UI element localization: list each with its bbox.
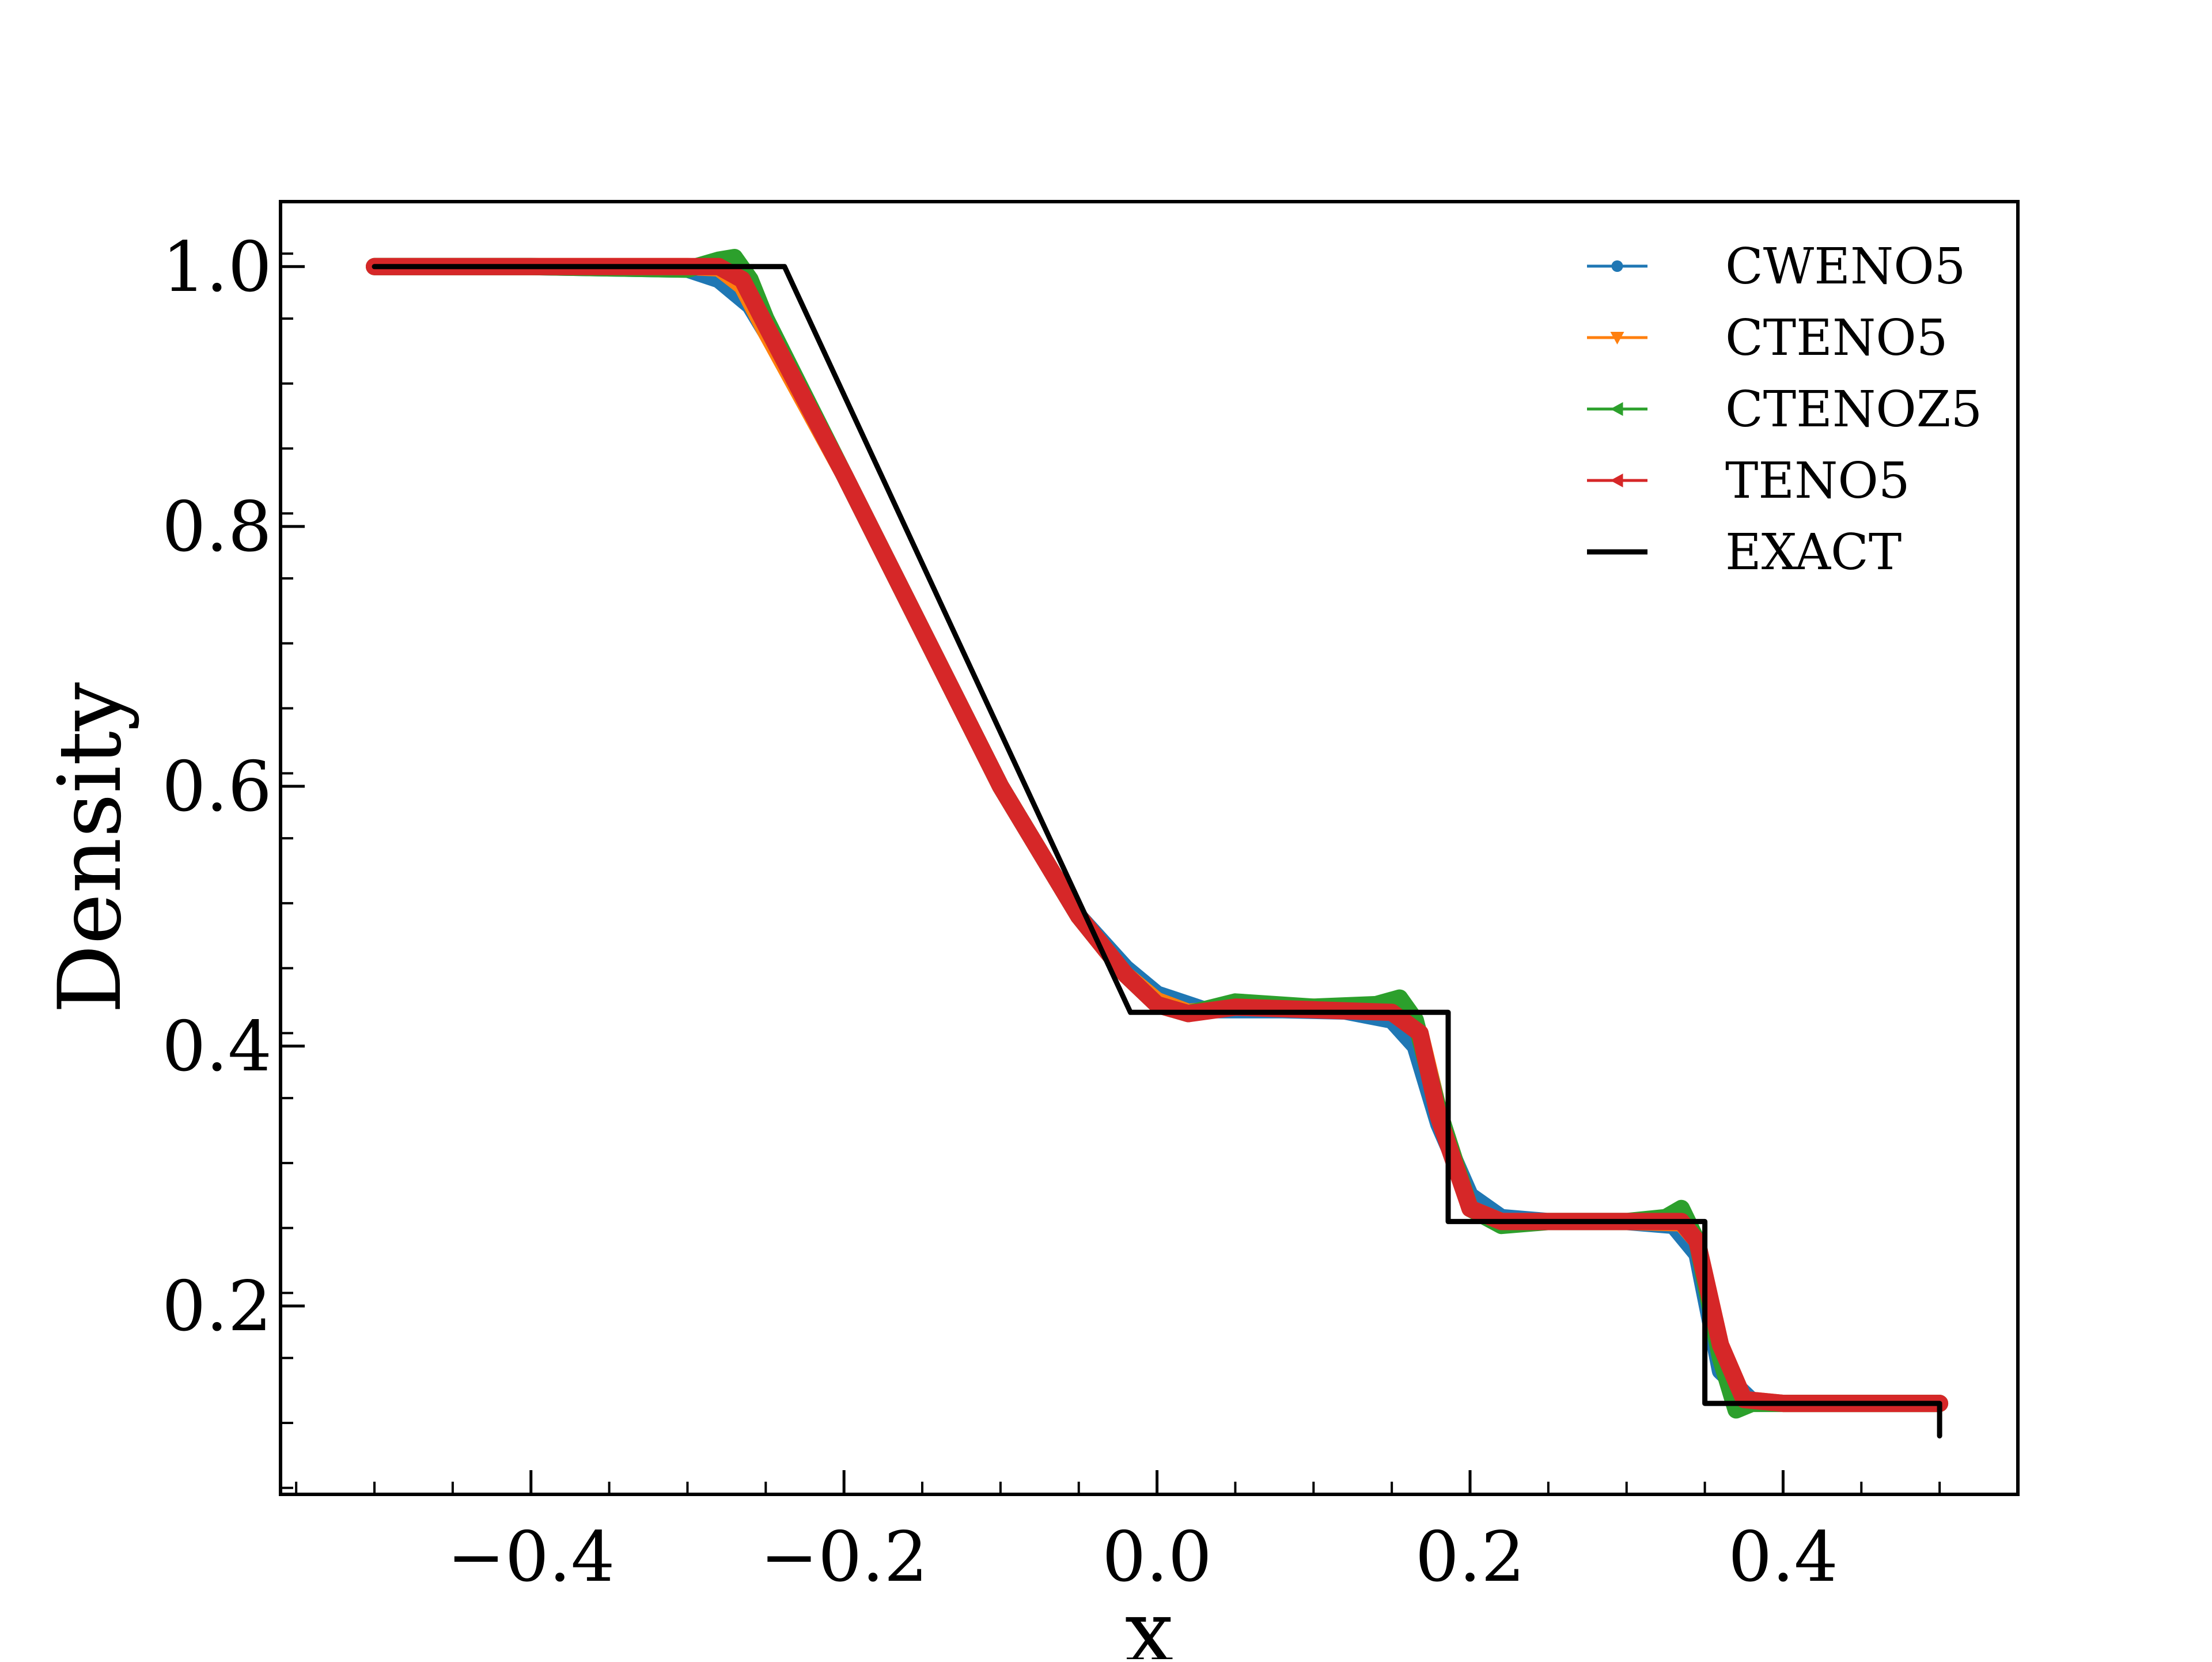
legend-label: CTENO5 [1725,309,1948,367]
legend-marker [1610,402,1623,416]
legend-label: TENO5 [1725,452,1910,510]
series-layer [366,249,1949,1438]
x-axis-label: x [1125,1583,1174,1659]
x-tick-label: −0.4 [447,1517,615,1597]
legend-entry-cteno5: CTENO5 [1587,309,1948,367]
legend-marker [1611,260,1623,272]
x-tick-label: 0.4 [1728,1517,1838,1597]
y-axis-label: Density [40,682,141,1014]
plot-frame [279,200,2020,1496]
x-tick-label: 0.0 [1102,1517,1212,1597]
y-tick-label: 0.6 [162,747,272,827]
legend-entry-teno5: TENO5 [1587,452,1910,510]
legend-label: EXACT [1725,524,1902,581]
y-tick-label: 0.2 [162,1267,272,1347]
legend: CWENO5 CTENO5 CTENOZ5 TENO5 EXACT [1587,238,1982,581]
axis-layer: −0.4 −0.2 0.0 0.2 0.4 0.2 0.4 0.6 0.8 1.0 [162,228,2019,1597]
x-tick-label: 0.2 [1415,1517,1525,1597]
legend-entry-exact: EXACT [1587,524,1902,581]
legend-marker [1610,332,1624,344]
legend-entry-cweno5: CWENO5 [1587,238,1965,296]
legend-label: CTENOZ5 [1725,381,1982,438]
y-tick-label: 0.4 [162,1007,272,1087]
legend-label: CWENO5 [1725,238,1965,296]
legend-entry-ctenoz5: CTENOZ5 [1587,381,1982,438]
y-tick-label: 1.0 [162,228,272,308]
series-line-exact [372,264,1942,1438]
x-tick-label: −0.2 [760,1517,927,1597]
y-tick-label: 0.8 [162,487,272,567]
legend-marker [1610,474,1623,487]
